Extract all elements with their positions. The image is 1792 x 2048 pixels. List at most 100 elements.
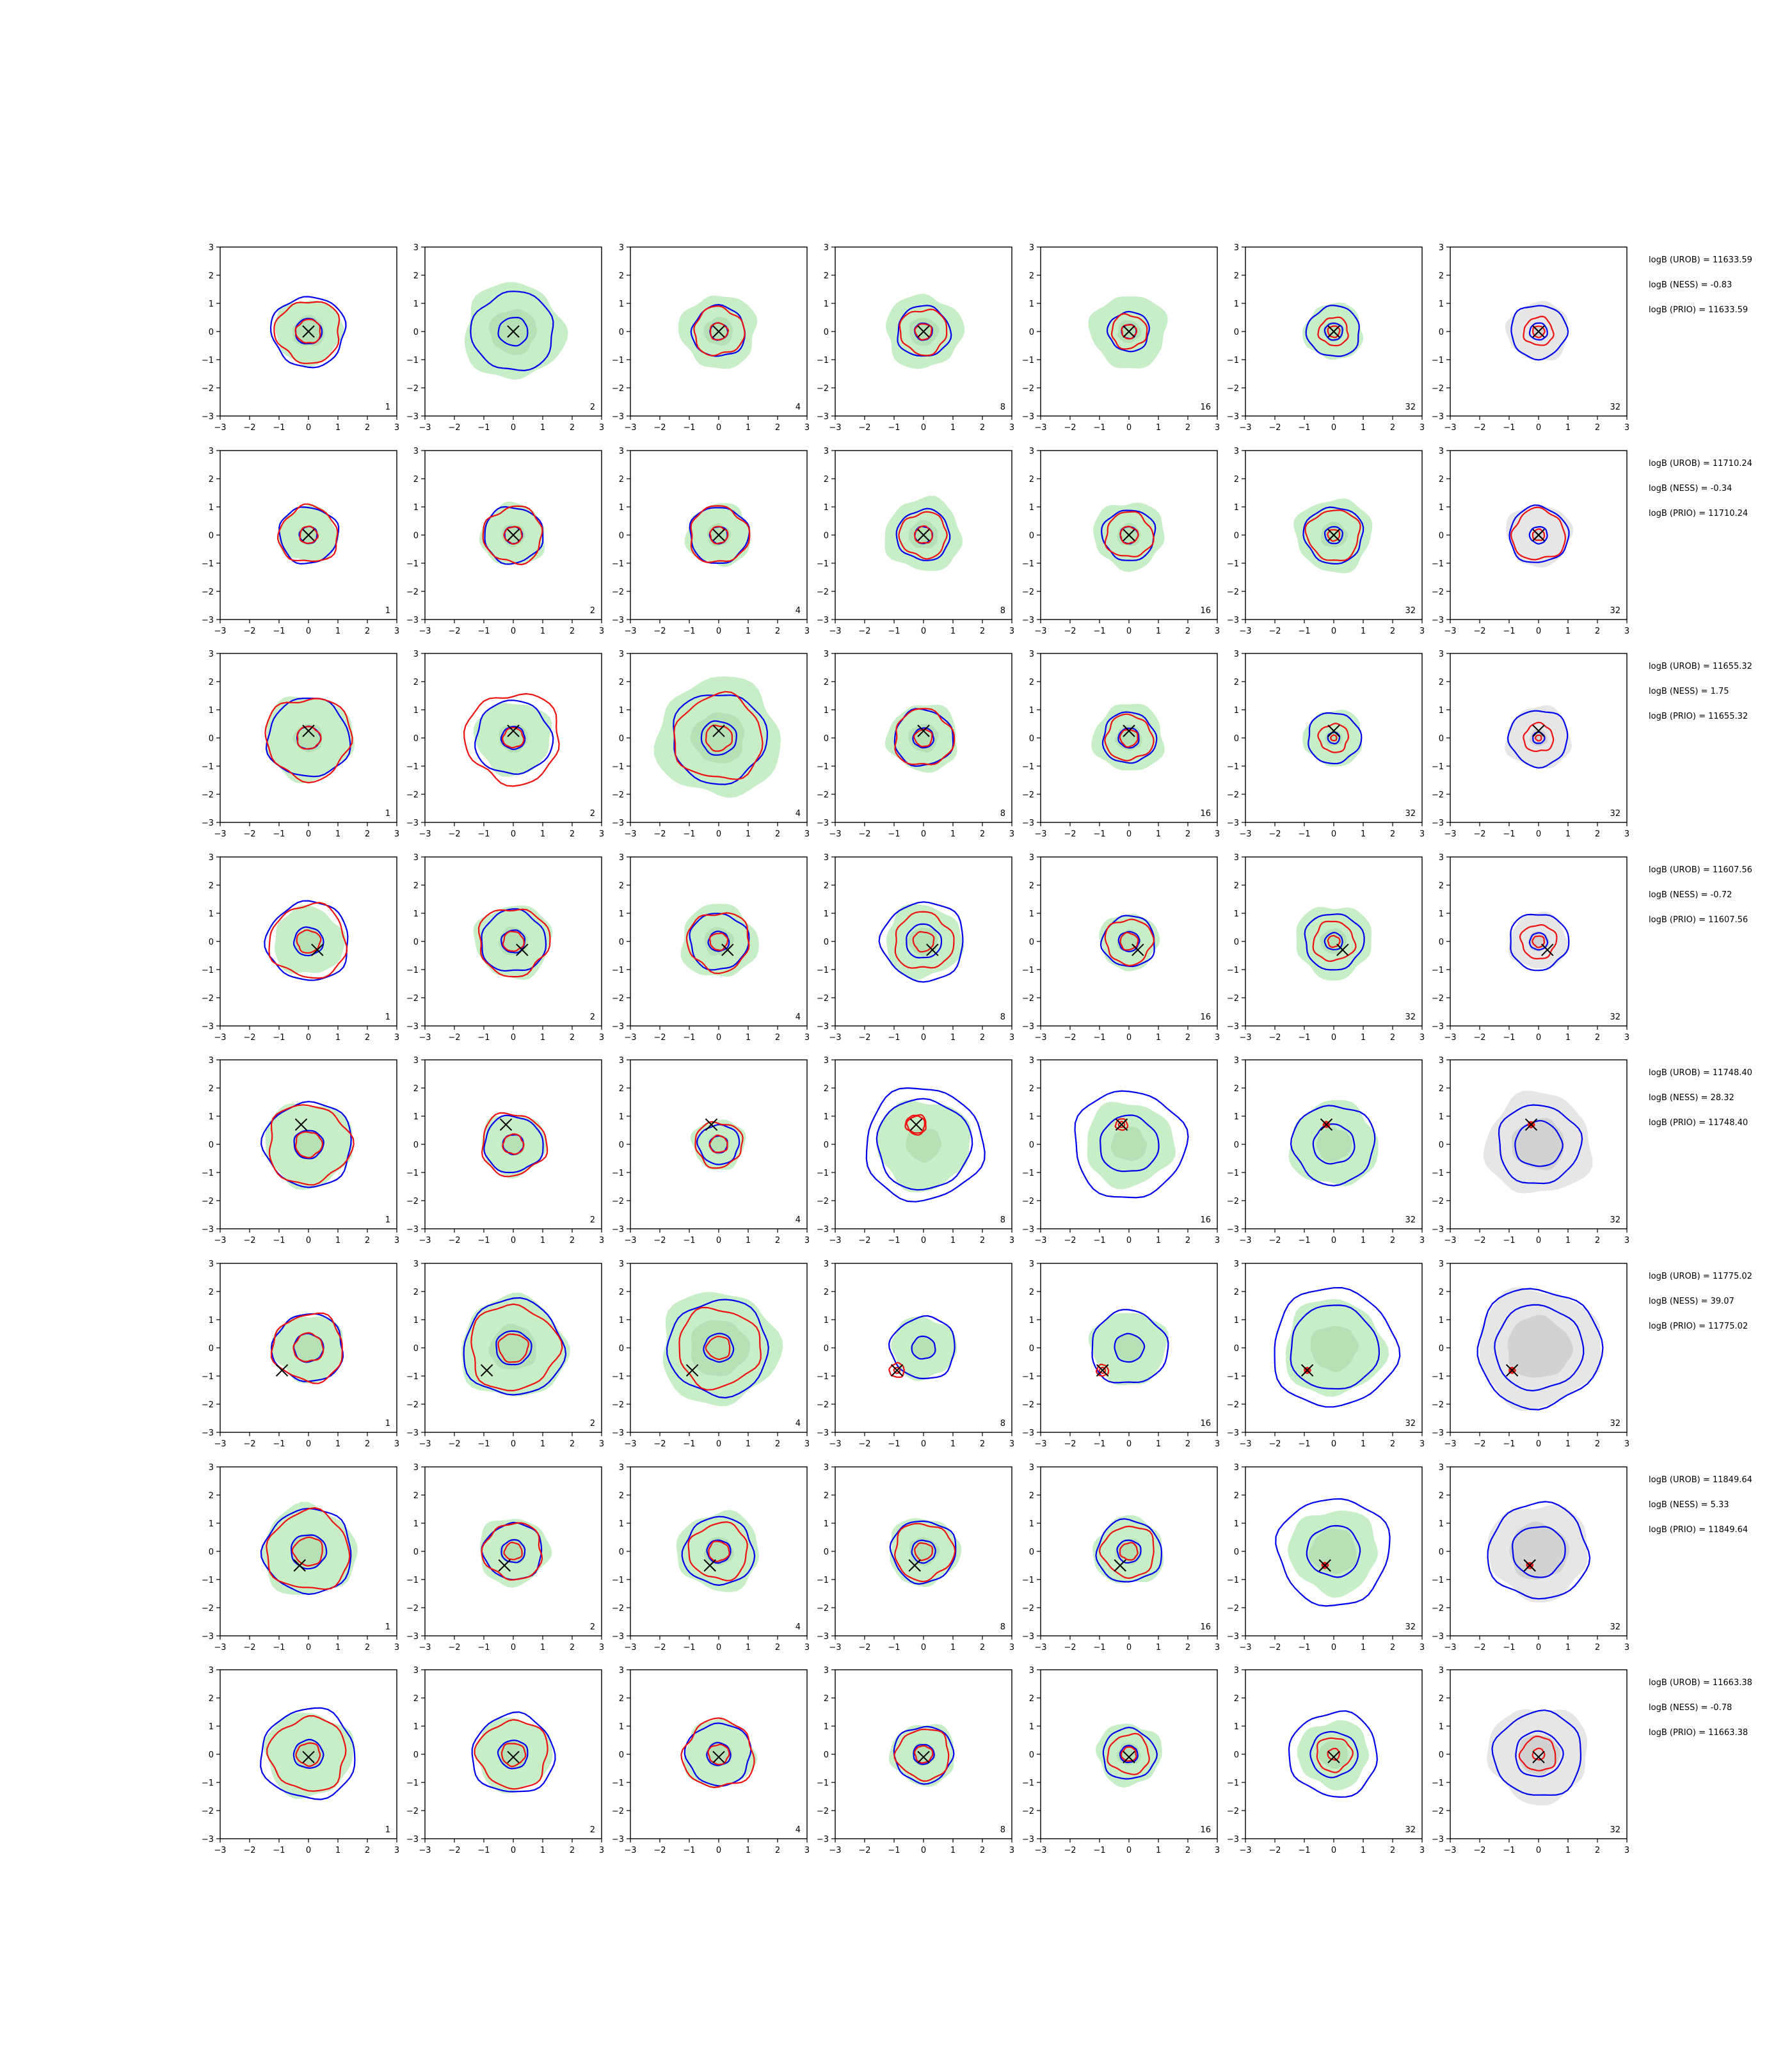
true-value-marker: [302, 724, 315, 737]
x-tick-label: −3: [1239, 423, 1251, 433]
blue-contour-inner: [1528, 932, 1549, 951]
panel-corner-label: 4: [796, 1825, 801, 1835]
panel-corner-label: 32: [1405, 1012, 1416, 1022]
panel-r4-c5: −3−3 −2 −2 −1 −1 0 0 1 1 2 2 3 3 16: [1022, 853, 1220, 1043]
y-tick-label: 0: [1439, 1344, 1444, 1354]
panel-plot-area: [481, 1112, 548, 1179]
y-tick-label: −3: [1432, 1632, 1444, 1642]
x-tick-label: −3: [214, 1439, 226, 1449]
panel-plot-area: [1095, 1724, 1162, 1788]
y-tick-label: 0: [619, 328, 624, 337]
x-tick-label: 1: [950, 1236, 956, 1245]
y-tick-label: −1: [1227, 559, 1239, 569]
panel-r6-c4: −3−3 −2 −2 −1 −1 0 0 1 1 2 2 3 3 8: [817, 1260, 1014, 1449]
red-contour-inner: [1121, 324, 1137, 340]
y-tick-label: −3: [1022, 1632, 1034, 1642]
x-tick-label: −2: [1064, 1643, 1076, 1652]
true-value-marker: [917, 1750, 930, 1764]
x-tick-label: −1: [888, 1643, 900, 1652]
x-tick-label: −3: [1444, 1643, 1456, 1652]
x-tick-label: −2: [243, 1643, 255, 1652]
panel-corner-label: 2: [590, 606, 595, 616]
blue-contour-inner: [1528, 322, 1548, 341]
red-contour-inner: [1327, 529, 1341, 542]
y-tick-label: −3: [202, 1022, 214, 1032]
x-tick-label: 3: [804, 1236, 810, 1245]
y-tick-label: 0: [209, 1548, 214, 1557]
x-tick-label: 1: [335, 1236, 340, 1245]
panel-r3-c5: −3−3 −2 −2 −1 −1 0 0 1 1 2 2 3 3 16: [1022, 650, 1220, 839]
x-tick-label: 2: [1185, 423, 1190, 433]
red-contour-inner: [294, 318, 321, 344]
blue-contour-inner: [1290, 1304, 1380, 1390]
panel-corner-label: 1: [385, 1012, 390, 1022]
y-tick-label: −3: [202, 1835, 214, 1844]
y-tick-label: 3: [619, 447, 624, 456]
x-tick-label: 0: [1536, 1236, 1541, 1245]
red-contour-inner: [710, 322, 730, 341]
x-tick-label: −1: [683, 829, 695, 839]
panel-r7-c2: −3−3 −2 −2 −1 −1 0 0 1 1 2 2 3 3 2: [406, 1463, 604, 1652]
x-tick-label: 2: [775, 423, 780, 433]
true-value-marker: [1123, 325, 1135, 338]
x-tick-label: 0: [1331, 1643, 1336, 1652]
x-tick-label: 3: [1215, 1033, 1220, 1043]
y-tick-label: −2: [406, 588, 419, 597]
x-tick-label: 0: [1126, 829, 1132, 839]
x-tick-label: 1: [540, 1439, 545, 1449]
x-tick-label: −2: [858, 1236, 870, 1245]
panel-plot-area: [1092, 1515, 1164, 1584]
y-tick-label: −2: [1022, 1400, 1034, 1410]
x-tick-label: −2: [1268, 1033, 1281, 1043]
x-tick-label: 1: [1156, 829, 1161, 839]
y-tick-label: −3: [202, 1225, 214, 1235]
x-tick-label: −1: [1298, 627, 1310, 636]
panel-plot-area: [662, 1292, 783, 1406]
density-fill-inner: [1509, 1521, 1570, 1580]
x-tick-label: 0: [716, 829, 721, 839]
logb-annotation: logB (UROB) = 11633.59: [1649, 255, 1752, 265]
y-tick-label: 3: [1439, 1666, 1444, 1676]
y-tick-label: 0: [209, 1140, 214, 1150]
x-tick-label: 2: [1185, 829, 1190, 839]
y-tick-label: −3: [202, 1632, 214, 1642]
x-tick-label: −1: [1503, 1033, 1515, 1043]
panel-plot-area: [888, 1315, 957, 1382]
x-tick-label: 0: [1536, 1439, 1541, 1449]
y-tick-label: 3: [1234, 1056, 1239, 1066]
blue-contour-inner: [495, 1330, 532, 1366]
panel-corner-label: 32: [1610, 1215, 1620, 1225]
y-tick-label: 3: [619, 650, 624, 659]
x-tick-label: 3: [1009, 1643, 1014, 1652]
y-tick-label: −2: [1022, 790, 1034, 800]
blue-contour-outer: [895, 508, 951, 561]
y-tick-label: 2: [619, 1694, 624, 1704]
y-tick-label: 0: [413, 328, 419, 337]
y-tick-label: 2: [824, 1288, 829, 1297]
x-tick-label: −3: [1034, 1033, 1046, 1043]
x-tick-label: 0: [306, 1236, 311, 1245]
x-tick-label: 0: [306, 627, 311, 636]
y-tick-label: −1: [406, 1576, 419, 1585]
blue-contour-outer: [666, 1299, 769, 1399]
y-tick-label: −1: [817, 966, 829, 975]
x-tick-label: −2: [243, 627, 255, 636]
red-contour-outer: [474, 1718, 548, 1790]
panel-r5-c4: −3−3 −2 −2 −1 −1 0 0 1 1 2 2 3 3 8: [817, 1056, 1014, 1245]
true-value-marker: [302, 1750, 315, 1764]
x-tick-label: 3: [394, 627, 399, 636]
panel-plot-area: [264, 696, 355, 784]
x-tick-label: −2: [448, 1643, 460, 1652]
true-value-marker: [1318, 1559, 1331, 1572]
y-tick-label: −2: [1022, 994, 1034, 1004]
y-tick-label: 2: [413, 271, 419, 281]
x-tick-label: 3: [1420, 1236, 1425, 1245]
x-tick-label: 3: [1420, 829, 1425, 839]
x-tick-label: 3: [599, 1846, 604, 1855]
y-tick-label: −1: [1227, 1169, 1239, 1178]
y-tick-label: −3: [1022, 819, 1034, 828]
y-tick-label: 3: [824, 650, 829, 659]
red-contour-inner: [503, 525, 523, 545]
x-tick-label: 0: [1536, 829, 1541, 839]
x-tick-label: 1: [1361, 1033, 1366, 1043]
